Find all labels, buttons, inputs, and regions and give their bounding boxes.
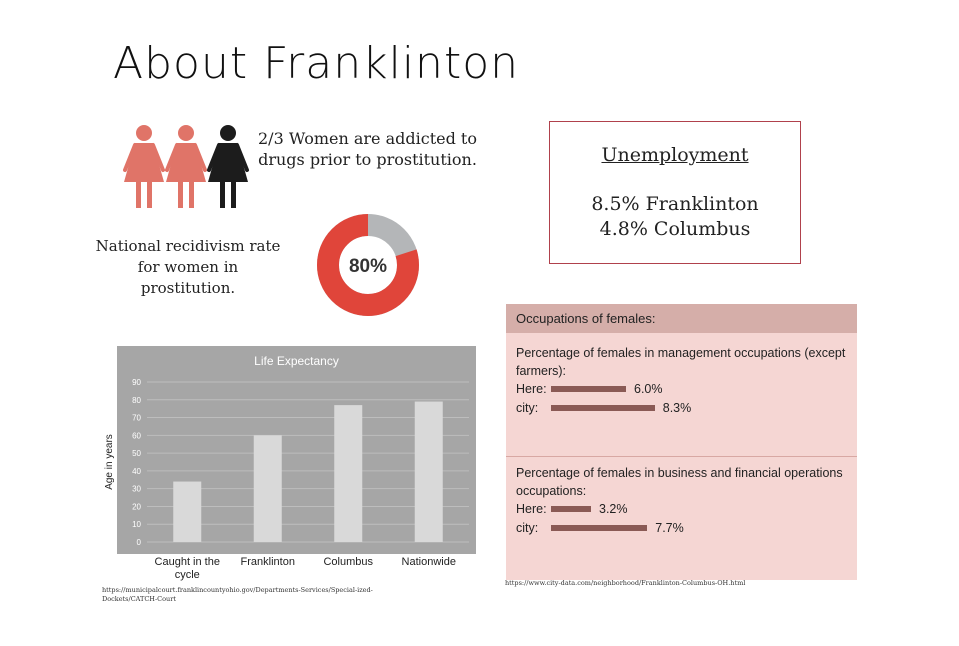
addiction-statement: 2/3 Women are addicted to drugs prior to… — [258, 129, 477, 169]
unemployment-columbus: 4.8% Columbus — [599, 218, 751, 240]
occupation-section-management: Percentage of females in management occu… — [516, 344, 851, 418]
row-value: 6.0% — [634, 382, 663, 396]
donut-segment — [317, 214, 419, 316]
y-tick-label: 30 — [132, 485, 141, 494]
y-axis-label: Age in years — [104, 434, 115, 490]
x-tick-label: Caught in the cycle — [154, 556, 220, 581]
x-tick-label: Franklinton — [240, 556, 295, 568]
unemployment-franklinton: 8.5% Franklinton — [591, 193, 759, 215]
bar — [173, 481, 202, 542]
y-tick-label: 20 — [132, 502, 141, 511]
women-icons — [123, 125, 249, 208]
occupation-section-business: Percentage of females in business and fi… — [516, 464, 851, 538]
occupation-bar — [551, 525, 648, 531]
y-tick-label: 90 — [132, 378, 141, 387]
y-tick-label: 70 — [132, 414, 141, 423]
source-url-court: https://municipalcourt.franklincountyohi… — [102, 586, 373, 603]
row-label: city: — [516, 521, 539, 535]
bar — [414, 401, 443, 542]
page-title: About Franklinton — [113, 38, 519, 89]
row-label: Here: — [516, 382, 547, 396]
y-tick-label: 60 — [132, 431, 141, 440]
woman-icon — [165, 125, 207, 208]
row-value: 3.2% — [599, 502, 628, 516]
woman-icon — [123, 125, 165, 208]
row-value: 7.7% — [655, 521, 684, 535]
occupation-row-city: city: 7.7% — [516, 519, 851, 538]
occupation-bar — [551, 405, 655, 411]
woman-icon — [207, 125, 249, 208]
chart-plot: 0 10 20 30 40 50 60 70 80 90 Age in years — [104, 378, 469, 547]
occupation-section-title: Percentage of females in management occu… — [516, 346, 846, 378]
occupation-row-here: Here: 6.0% — [516, 380, 851, 399]
occupations-header: Occupations of females: — [506, 304, 857, 333]
chart-x-axis-labels: Caught in the cycle Franklinton Columbus Na… — [117, 556, 476, 586]
unemployment-box: Unemployment 8.5% Franklinton 4.8% Colum… — [549, 121, 801, 264]
row-label: Here: — [516, 502, 547, 516]
y-tick-label: 40 — [132, 467, 141, 476]
occupation-section-title: Percentage of females in business and fi… — [516, 466, 843, 498]
bar — [334, 405, 363, 542]
x-tick-label: Columbus — [323, 556, 374, 568]
unemployment-title: Unemployment — [601, 144, 749, 166]
y-tick-label: 50 — [132, 449, 141, 458]
bar — [253, 435, 282, 542]
occupation-bar — [551, 386, 626, 392]
occupation-bar — [551, 506, 591, 512]
y-tick-label: 10 — [132, 520, 141, 529]
section-divider — [506, 456, 857, 457]
y-tick-label: 80 — [132, 396, 141, 405]
recidivism-statement: National recidivism rate for women in pr… — [95, 237, 281, 297]
row-label: city: — [516, 401, 539, 415]
chart-title: Life Expectancy — [254, 354, 339, 368]
source-url-city-data: https://www.city-data.com/neighborhood/F… — [505, 579, 746, 587]
donut-label: 80% — [349, 256, 387, 277]
x-tick-label: Nationwide — [401, 556, 456, 568]
occupation-row-city: city: 8.3% — [516, 399, 851, 418]
life-expectancy-chart: Life Expectancy 0 10 20 30 40 50 60 70 80 90 Age i… — [104, 346, 476, 554]
row-value: 8.3% — [662, 401, 692, 415]
y-tick-label: 0 — [137, 538, 142, 547]
occupations-panel: Occupations of females: Percentage of fe… — [506, 304, 857, 580]
occupation-row-here: Here: 3.2% — [516, 500, 851, 519]
recidivism-donut: 80% — [317, 214, 419, 316]
